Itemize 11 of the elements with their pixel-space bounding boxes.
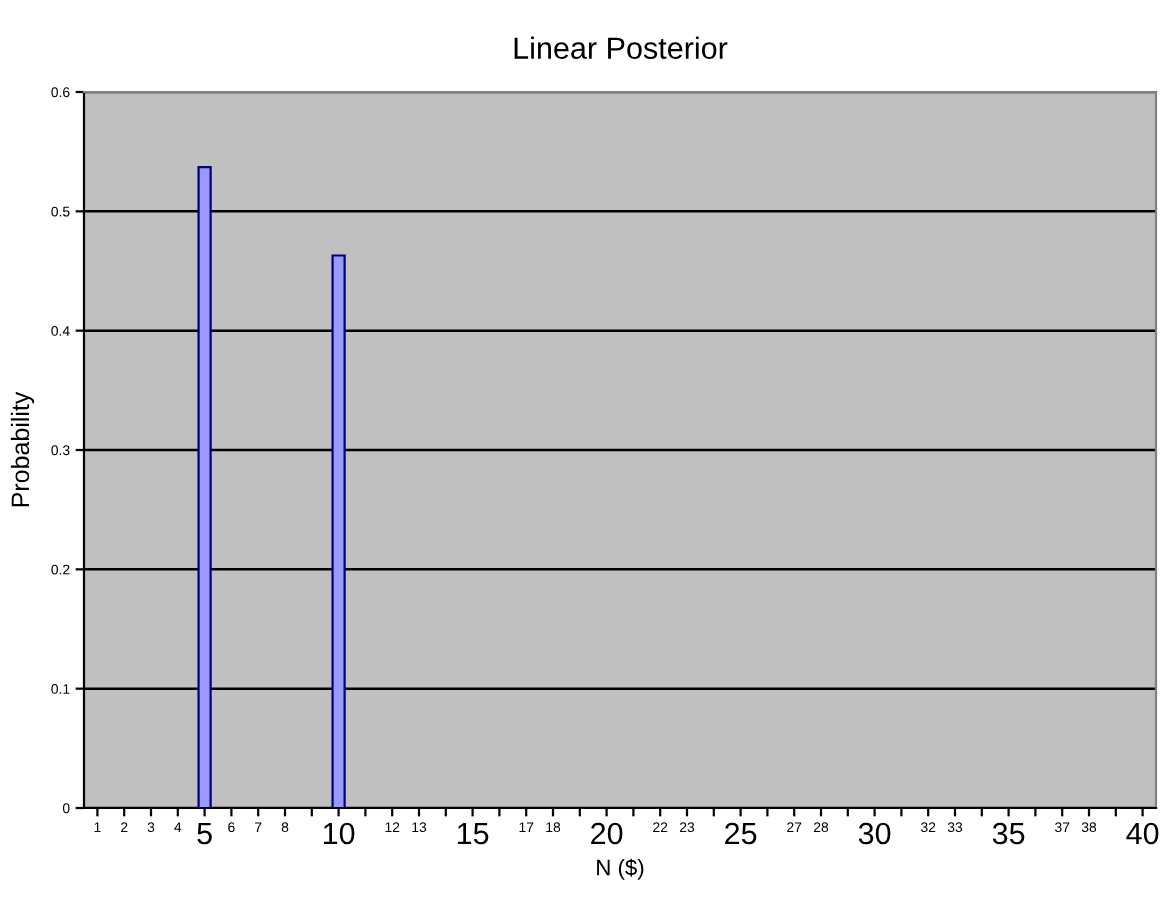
x-tick-label: 15 [457, 823, 489, 845]
x-tick-label: 20 [591, 822, 623, 845]
y-axis-title: Probability [10, 391, 35, 507]
x-tick-label: 35 [992, 822, 1025, 845]
x-tick-label: 25 [725, 822, 757, 845]
x-tick-label: 5 [197, 823, 212, 845]
x-tick-label: 30 [858, 822, 891, 845]
x-axis-title: N ($) [597, 858, 644, 880]
chart-title: Linear Posterior [514, 36, 728, 59]
x-tick-label: 10 [323, 822, 355, 845]
x-tick-label: 40 [1126, 822, 1159, 845]
